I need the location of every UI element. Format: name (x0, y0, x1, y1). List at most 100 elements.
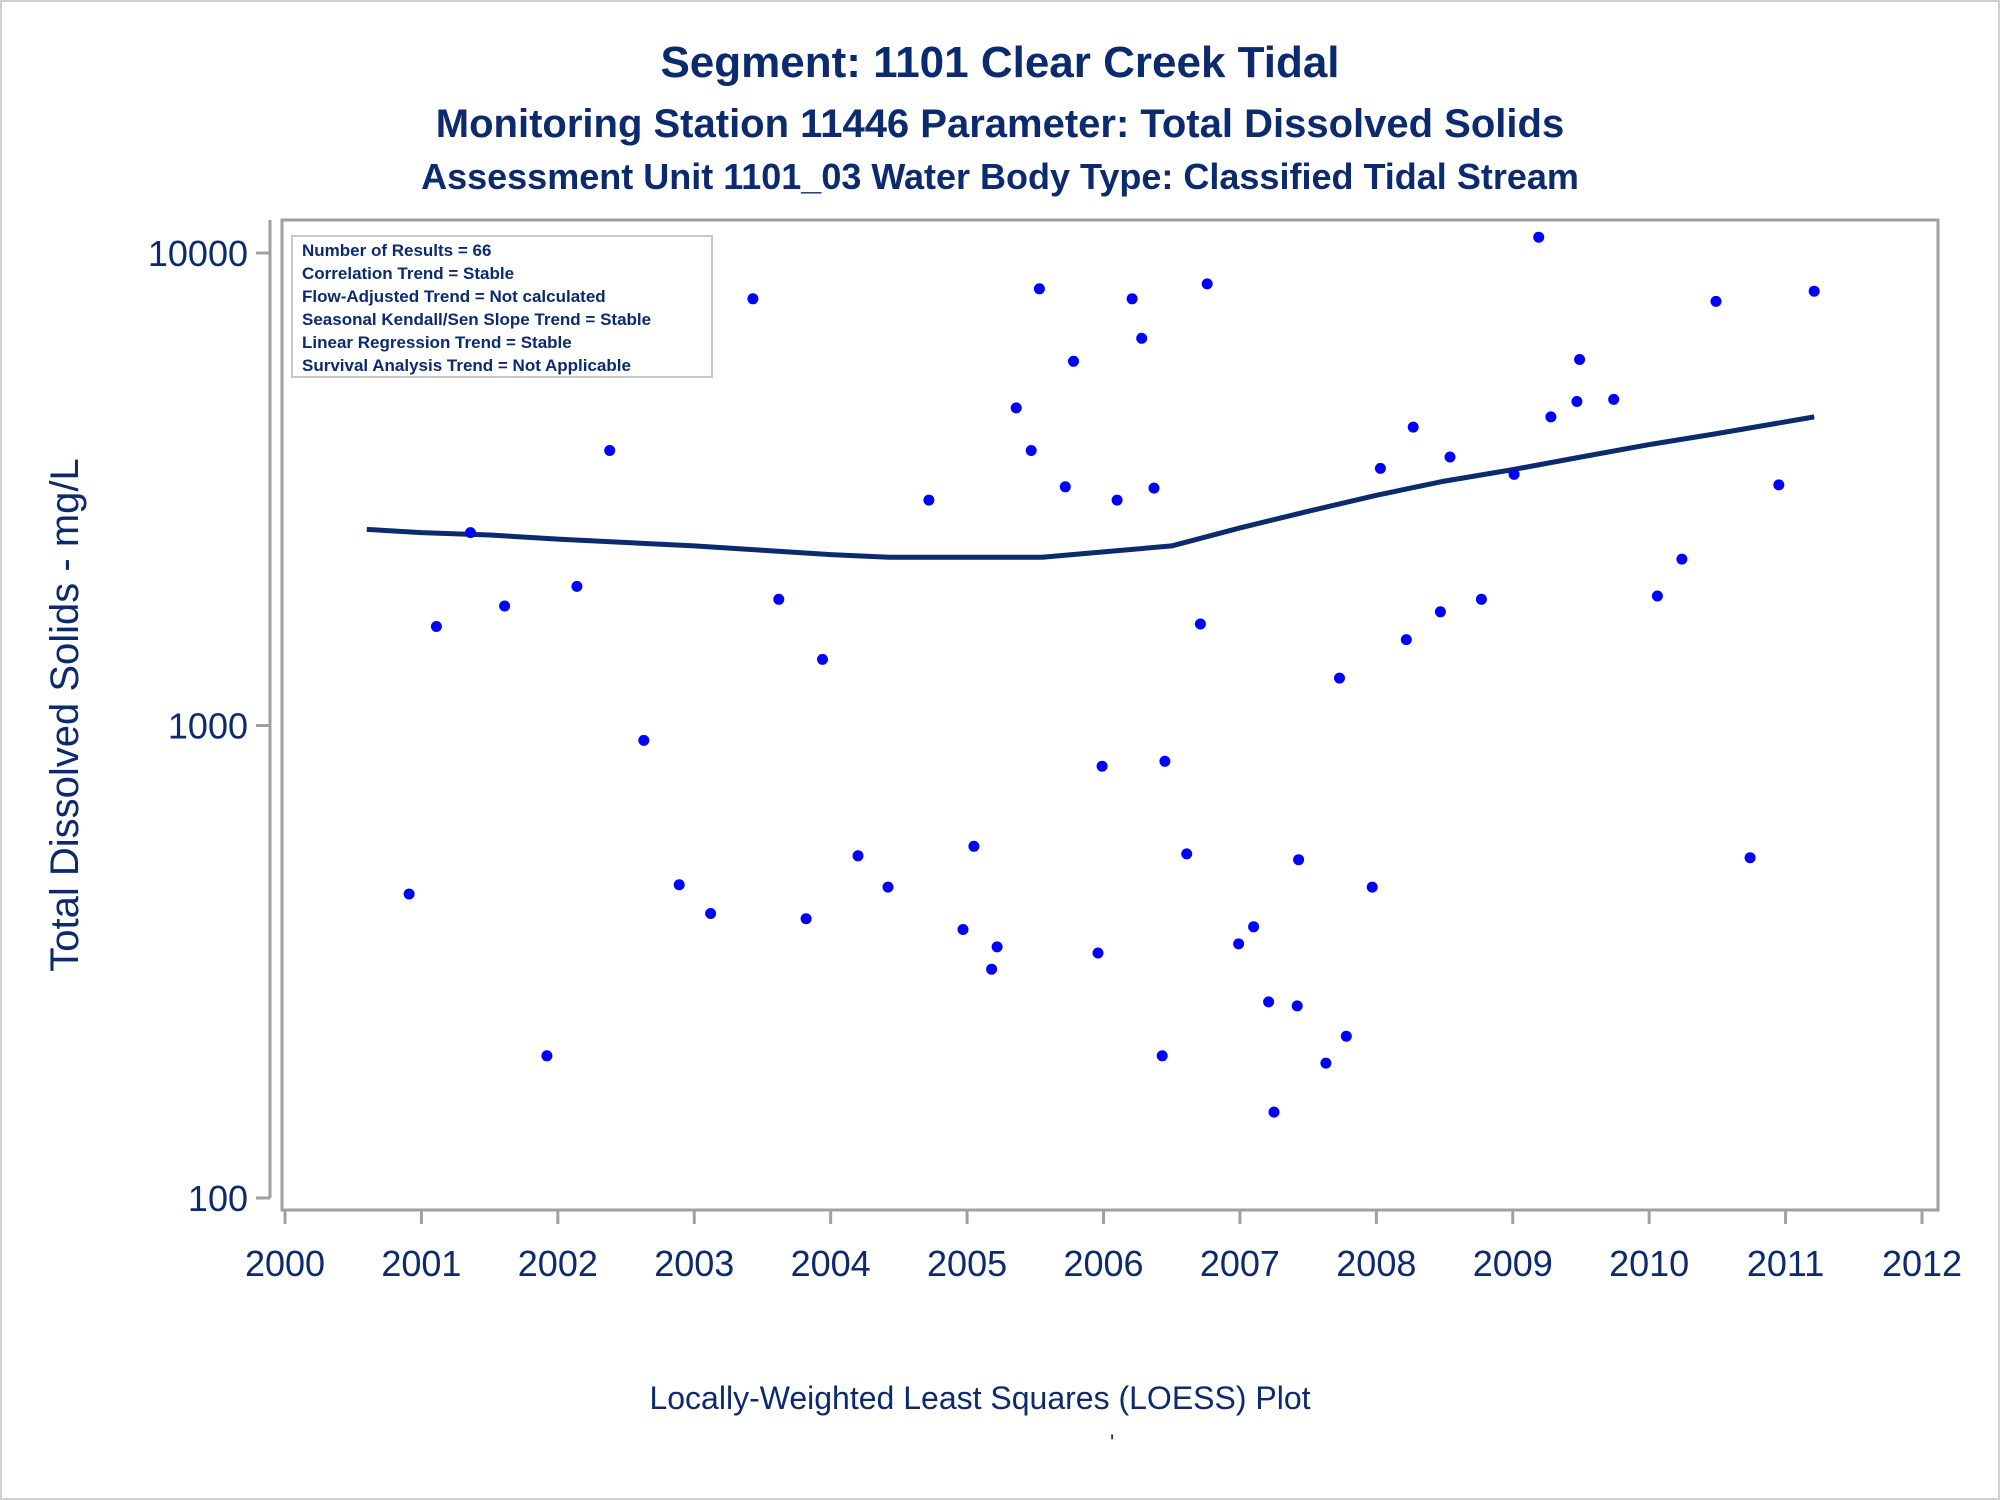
data-point (1068, 355, 1079, 367)
data-point (1159, 755, 1171, 767)
data-point (1374, 462, 1386, 474)
data-point (1059, 481, 1071, 493)
data-point (1148, 482, 1160, 494)
x-tick-label: 2003 (654, 1243, 734, 1284)
x-tick-label: 2008 (1336, 1243, 1416, 1284)
x-tick-label: 2010 (1609, 1243, 1689, 1284)
legend-line: Seasonal Kendall/Sen Slope Trend = Stabl… (302, 310, 651, 329)
data-point (1475, 593, 1487, 605)
legend-line: Flow-Adjusted Trend = Not calculated (302, 287, 606, 306)
data-point (986, 963, 998, 975)
data-point (1263, 996, 1275, 1008)
x-tick-label: 2009 (1473, 1243, 1553, 1284)
data-point (1201, 278, 1213, 290)
chart-subtitle: Monitoring Station 11446 Parameter: Tota… (435, 102, 1565, 146)
loess-trend-group (366, 414, 1815, 560)
data-point (747, 293, 759, 305)
data-point (1407, 421, 1419, 433)
x-tick-label: 2006 (1063, 1243, 1143, 1284)
legend-line: Linear Regression Trend = Stable (302, 333, 572, 352)
data-point (1366, 881, 1378, 893)
data-point (957, 924, 969, 935)
data-point (1111, 494, 1123, 506)
data-point (1320, 1057, 1332, 1069)
data-point (1571, 396, 1583, 407)
stats-legend: Number of Results = 66 Correlation Trend … (291, 235, 713, 378)
data-point (1608, 393, 1620, 405)
chart-footnote: Locally-Weighted Least Squares (LOESS) P… (649, 1380, 1311, 1416)
data-point (1334, 672, 1345, 684)
data-point (604, 445, 616, 456)
legend-line: Number of Results = 66 (302, 241, 491, 260)
legend-line: Correlation Trend = Stable (302, 264, 514, 283)
data-point (1434, 606, 1446, 618)
data-point (1233, 938, 1245, 950)
x-tick-label: 2005 (927, 1243, 1007, 1284)
data-point (541, 1050, 553, 1062)
data-point (991, 941, 1003, 953)
data-point (1773, 479, 1785, 491)
data-point (430, 621, 442, 632)
y-tick-label: 100 (188, 1178, 248, 1219)
data-point (1194, 618, 1206, 630)
data-point (817, 653, 828, 665)
data-points (361, 231, 1820, 1118)
x-tick-label: 2002 (518, 1243, 598, 1284)
data-point (1710, 295, 1722, 307)
footnote-mark: ' (1110, 1430, 1115, 1455)
data-point (1291, 1000, 1303, 1012)
y-axis-label: Total Dissolved Solids - mg/L (43, 458, 87, 972)
data-point (1574, 354, 1586, 365)
data-point (1181, 848, 1193, 860)
data-point (1126, 293, 1138, 305)
data-point (1293, 854, 1305, 866)
data-point (1808, 285, 1820, 297)
y-tick-label: 10000 (148, 233, 248, 274)
data-point (673, 879, 685, 891)
y-axis: 100 1000 10000 (148, 220, 272, 1219)
data-point (1136, 332, 1148, 344)
data-point (571, 580, 583, 592)
x-tick-label: 2004 (791, 1243, 871, 1284)
data-point (1268, 1106, 1280, 1118)
data-point (1025, 445, 1037, 456)
legend-line: Survival Analysis Trend = Not Applicable (302, 356, 631, 375)
data-point (1010, 402, 1022, 414)
data-point (1444, 451, 1456, 463)
data-point (1676, 553, 1688, 565)
data-point (1092, 947, 1104, 959)
legend-box (291, 235, 713, 378)
data-point (1744, 852, 1756, 864)
data-point (773, 593, 785, 605)
data-point (403, 888, 415, 900)
data-point (465, 527, 476, 539)
y-tick-label: 1000 (168, 706, 248, 747)
data-point (1248, 921, 1260, 933)
data-point (1340, 1030, 1352, 1042)
data-point (499, 600, 511, 612)
data-point (800, 913, 812, 925)
x-tick-label: 2000 (245, 1243, 325, 1284)
data-point (1096, 760, 1108, 772)
data-point (1651, 590, 1663, 602)
chart-subtitle-2: Assessment Unit 1101_03 Water Body Type:… (421, 156, 1579, 197)
x-tick-label: 2012 (1882, 1243, 1962, 1284)
data-point (638, 734, 650, 746)
data-point (852, 850, 864, 862)
loess-trend-line (366, 414, 1815, 560)
x-tick-label: 2007 (1200, 1243, 1280, 1284)
x-tick-label: 2001 (381, 1243, 461, 1284)
data-point (1033, 283, 1045, 295)
data-point (968, 840, 980, 852)
data-point (1156, 1050, 1168, 1062)
data-point (923, 494, 935, 506)
data-point (882, 881, 894, 893)
chart-title: Segment: 1101 Clear Creek Tidal (660, 38, 1340, 87)
data-point (1533, 231, 1545, 243)
data-point (705, 908, 717, 919)
x-axis: 2000 2001 2002 2003 2004 2005 2006 2007 2008 2009… (245, 1208, 1962, 1284)
data-point (1508, 468, 1520, 480)
data-point (1545, 411, 1557, 423)
x-tick-label: 2011 (1747, 1243, 1824, 1284)
